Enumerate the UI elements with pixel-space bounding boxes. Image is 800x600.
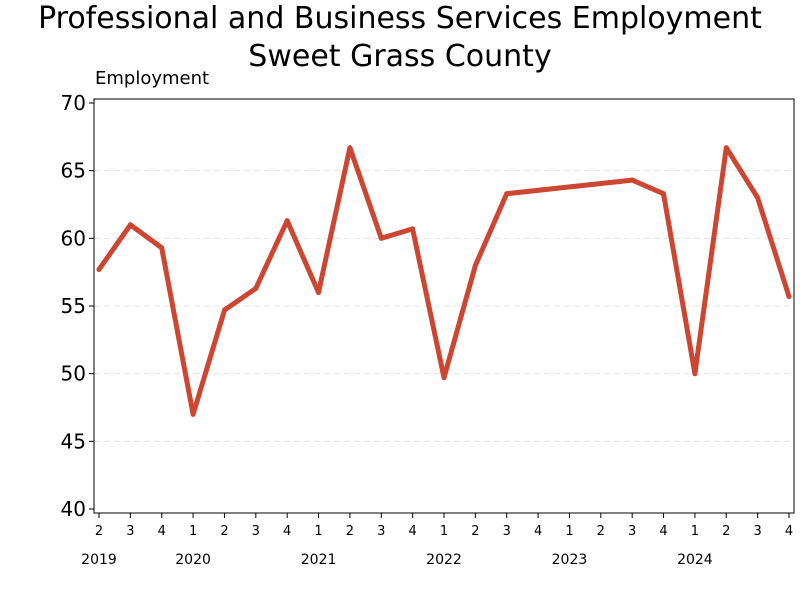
x-tick-label: 1 [189, 524, 197, 539]
y-tick-label: 70 [61, 91, 86, 115]
chart-subtitle: Sweet Grass County [248, 39, 552, 74]
x-tick-label: 2 [95, 524, 103, 539]
data-point [316, 290, 321, 295]
data-point [723, 145, 729, 151]
x-tick-label: 1 [565, 524, 573, 539]
x-tick-label: 4 [283, 524, 291, 539]
data-point [472, 262, 478, 268]
data-point [410, 226, 416, 232]
x-tick-label: 1 [440, 524, 448, 539]
x-year-label: 2022 [426, 552, 462, 568]
x-tick-label: 4 [659, 524, 667, 539]
x-tick-label: 1 [691, 524, 699, 539]
data-point [222, 307, 227, 313]
x-tick-label: 3 [628, 524, 636, 539]
data-point [629, 177, 635, 183]
data-point [127, 222, 133, 228]
x-axis: 2 2019 3 4 1 2020 2 3 4 1 2021 2 3 4 1 2022 2 3 4 1 2023 2 3 4 1… [81, 513, 793, 568]
data-point [692, 371, 698, 377]
data-point [159, 245, 165, 251]
x-tick-label: 2 [722, 524, 730, 539]
data-point [284, 218, 290, 224]
x-tick-label: 2 [346, 524, 354, 539]
data-point [504, 191, 510, 197]
x-tick-label: 4 [158, 524, 166, 539]
x-tick-label: 2 [597, 524, 605, 539]
y-tick-label: 65 [61, 159, 86, 183]
x-tick-label: 3 [753, 524, 761, 539]
data-point [96, 267, 102, 272]
y-tick-label: 50 [61, 362, 86, 386]
series-group [96, 145, 792, 417]
data-point [253, 285, 259, 291]
x-tick-label: 3 [126, 524, 134, 539]
data-point [661, 191, 666, 197]
x-tick-label: 2 [220, 524, 228, 539]
x-tick-label: 3 [377, 524, 385, 539]
x-year-label: 2019 [81, 552, 117, 568]
y-tick-label: 55 [61, 294, 86, 318]
series-line [96, 145, 792, 417]
chart-title: Professional and Business Services Emplo… [38, 1, 762, 36]
data-point [441, 375, 447, 381]
x-tick-label: 3 [503, 524, 511, 539]
data-point [378, 235, 384, 241]
x-year-label: 2021 [301, 552, 337, 568]
x-tick-label: 4 [785, 524, 793, 539]
x-year-label: 2024 [677, 552, 713, 568]
data-point [786, 294, 792, 299]
y-tick-label: 40 [61, 497, 86, 521]
x-tick-label: 3 [252, 524, 260, 539]
data-point [190, 411, 196, 417]
y-axis-label: Employment [95, 68, 210, 89]
x-tick-label: 4 [534, 524, 542, 539]
y-axis: 40 45 50 55 60 65 70 [61, 91, 94, 521]
x-tick-label: 4 [408, 524, 416, 539]
x-tick-label: 1 [314, 524, 322, 539]
x-year-label: 2023 [552, 552, 588, 568]
x-tick-label: 2 [471, 524, 479, 539]
y-tick-label: 45 [61, 429, 86, 453]
x-year-label: 2020 [175, 552, 211, 568]
data-point [347, 145, 353, 151]
y-tick-label: 60 [61, 226, 86, 250]
data-point [755, 195, 761, 201]
